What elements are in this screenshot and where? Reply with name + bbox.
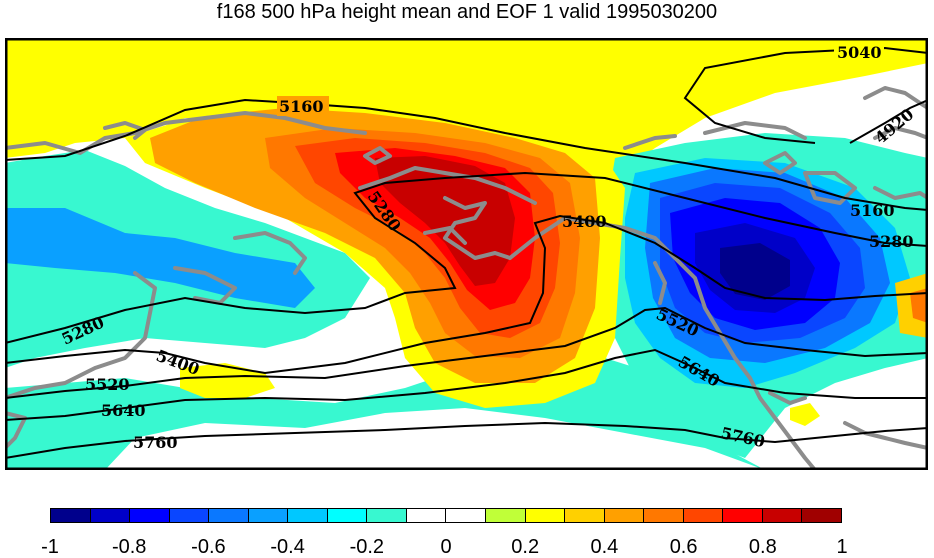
anomaly-core-darkest-east xyxy=(720,243,790,300)
colorbar-swatch xyxy=(248,509,289,522)
map-title: f168 500 hPa height mean and EOF 1 valid… xyxy=(216,1,718,23)
colorbar-swatch xyxy=(406,509,447,522)
colorbar-tick-label: 0 xyxy=(440,536,452,558)
colorbar-swatch xyxy=(209,509,249,522)
anomaly-patch-darkorange-east-edge xyxy=(910,288,928,323)
anomaly-band-white-south xyxy=(105,408,765,470)
height-contours xyxy=(5,46,928,459)
colorbar-swatch xyxy=(683,509,724,522)
colorbar-tick-label: -0.8 xyxy=(111,536,147,558)
colorbar-tick-label: 0.4 xyxy=(590,536,619,558)
colorbar-swatch xyxy=(367,509,407,522)
colorbar-tick-label: 0.8 xyxy=(748,536,777,558)
contour-label-5040: 5040 xyxy=(837,43,882,62)
colorbar-swatch xyxy=(90,509,131,522)
colorbar-tick-label: -0.6 xyxy=(191,536,226,558)
anomaly-patch-yellow-se xyxy=(790,403,820,426)
contour-5280 xyxy=(5,171,928,344)
anomaly-core-darkred-center xyxy=(375,156,515,286)
anomaly-patch-yellow-south xyxy=(180,363,275,398)
contour-5160 xyxy=(5,98,928,211)
contour-5760 xyxy=(5,421,928,459)
colorbar-swatch xyxy=(169,509,210,522)
colorbar-swatch xyxy=(486,509,526,522)
map-border xyxy=(5,38,928,470)
colorbar-tick-labels: -1 -0.8 -0.6 -0.4 -0.2 0 0.2 0.4 0.6 0.8 1 xyxy=(41,536,847,558)
colorbar-swatch xyxy=(723,509,763,522)
contour-4920 xyxy=(849,99,928,144)
colorbar-swatch xyxy=(51,509,91,522)
colorbar-swatch xyxy=(525,509,566,522)
contour-label-5760-west: 5760 xyxy=(133,433,178,452)
contour-5640 xyxy=(5,348,928,421)
contour-label-5400-center: 5400 xyxy=(562,212,607,231)
contour-label-5160-west: 5160 xyxy=(279,97,324,116)
contour-label-5160-east: 5160 xyxy=(850,201,895,220)
colorbar-tick-label: -0.4 xyxy=(270,536,305,558)
colorbar-swatch xyxy=(446,509,487,522)
colorbar-swatch xyxy=(288,509,328,522)
colorbar-tick-label: 0.6 xyxy=(669,536,698,558)
colorbar-tick-label: 1 xyxy=(836,536,848,558)
contour-label-5640-west: 5640 xyxy=(101,401,146,420)
colorbar-tick-label: 0.2 xyxy=(511,536,540,558)
contour-5400 xyxy=(5,214,928,375)
colorbar-swatch xyxy=(762,509,803,522)
anomaly-region-blue-west xyxy=(5,208,315,308)
colorbar-tick-label: -1 xyxy=(41,536,59,558)
colorbar-swatch xyxy=(565,509,605,522)
colorbar-swatch xyxy=(130,509,170,522)
colorbar-swatch xyxy=(802,509,841,522)
contour-label-5280-east: 5280 xyxy=(869,232,914,251)
colorbar-tick-label: -0.2 xyxy=(349,536,385,558)
anomaly-band-yellow-north xyxy=(5,38,928,188)
contour-label-5520-west: 5520 xyxy=(85,375,130,394)
colorbar-swatch xyxy=(327,509,368,522)
colorbar-swatch xyxy=(644,509,684,522)
map-panel: 5040 4920 5160 5160 5280 5280 5280 5400 … xyxy=(5,38,928,470)
colorbar xyxy=(50,508,842,523)
colorbar-swatch xyxy=(604,509,645,522)
contour-5520 xyxy=(5,306,928,399)
